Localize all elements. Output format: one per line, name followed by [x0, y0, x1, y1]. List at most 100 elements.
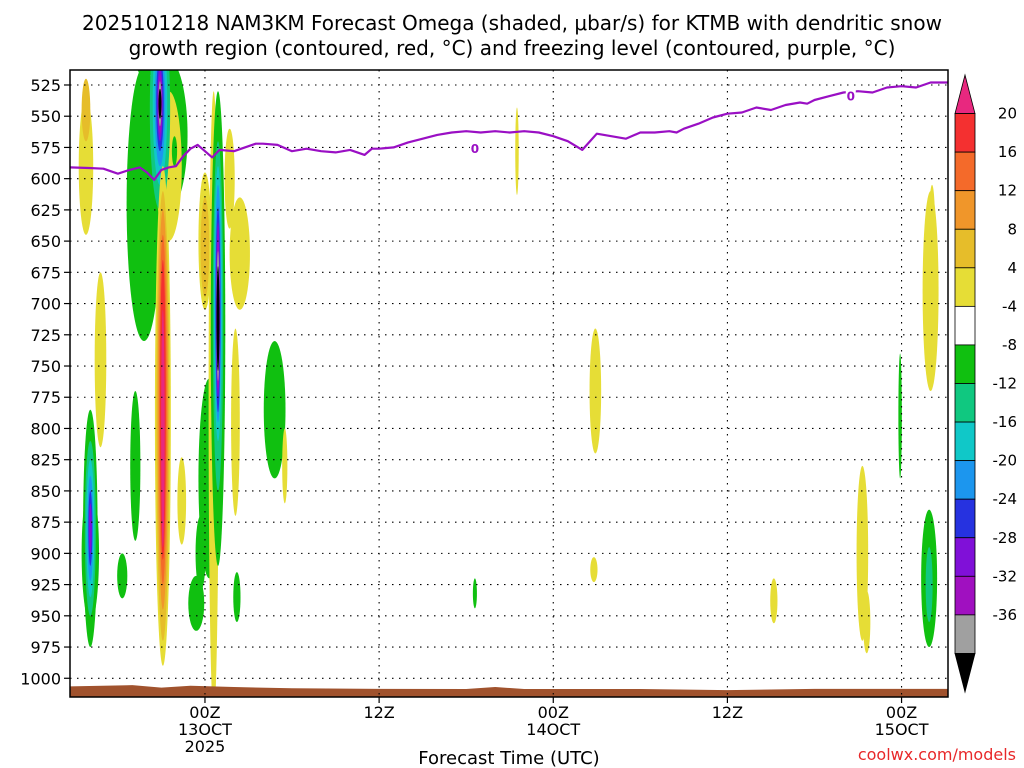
- y-axis: 525 550 575 600 625 650 675 700 725 750 775 800 825 8…: [20, 76, 70, 688]
- omega-region-48: [195, 515, 206, 591]
- y-tick-label-725: 725: [30, 326, 61, 345]
- y-tick-label-1000: 1000: [20, 669, 61, 688]
- omega-region-49: [224, 128, 235, 229]
- x-tick-label-6-3: 2025: [185, 737, 226, 756]
- omega-region-50: [233, 572, 241, 623]
- omega-region-34: [229, 197, 250, 310]
- chart-title-line2: growth region (contoured, red, °C) and f…: [129, 36, 896, 60]
- x-axis-label: Forecast Time (UTC): [418, 748, 599, 768]
- x-tick-label-42-1: 12Z: [712, 703, 743, 722]
- chart-title-line1: 2025101218 NAM3KM Forecast Omega (shaded…: [82, 11, 942, 35]
- colorbar-swatch-5: [954, 267, 976, 307]
- omega-region-23: [130, 390, 141, 541]
- y-tick-label-625: 625: [30, 201, 61, 220]
- x-tick-label-30-2: 14OCT: [526, 720, 580, 739]
- colorbar-label-2: 12: [998, 182, 1017, 200]
- omega-region-1: [81, 78, 91, 142]
- y-tick-label-850: 850: [30, 482, 61, 501]
- y-tick-label-775: 775: [30, 388, 61, 407]
- omega-region-51: [231, 328, 240, 516]
- colorbar-label-1: 16: [998, 143, 1017, 161]
- y-tick-label-825: 825: [30, 451, 61, 470]
- colorbar-swatch-6: [954, 305, 976, 346]
- x-tick-label-54-1: 00Z: [886, 703, 917, 722]
- x-tick-label-18-1: 12Z: [363, 703, 394, 722]
- colorbar-label-5: -4: [1002, 297, 1017, 315]
- omega-region-57: [590, 557, 598, 583]
- colorbar-swatch-9: [954, 421, 976, 462]
- y-tick-label-925: 925: [30, 576, 61, 595]
- colorbar-swatch-13: [954, 575, 976, 616]
- colorbar-swatch-15: [954, 653, 976, 694]
- omega-region-64: [922, 191, 939, 391]
- colorbar-label-10: -24: [993, 490, 1018, 508]
- y-tick-label-675: 675: [30, 263, 61, 282]
- x-tick-label-6-2: 13OCT: [178, 720, 232, 739]
- y-tick-label-875: 875: [30, 513, 61, 532]
- omega-region-22: [158, 88, 162, 119]
- y-tick-label-650: 650: [30, 232, 61, 251]
- colorbar-label-12: -32: [993, 567, 1018, 585]
- terrain-surface: [70, 685, 948, 697]
- credit-link[interactable]: coolwx.com/models: [858, 745, 1016, 764]
- y-tick-label-525: 525: [30, 76, 61, 95]
- omega-region-55: [472, 578, 477, 609]
- freezing-level-line: [70, 81, 948, 181]
- omega-region-56: [589, 328, 602, 454]
- y-tick-label-575: 575: [30, 138, 61, 157]
- colorbar-swatch-8: [954, 383, 976, 423]
- y-tick-label-600: 600: [30, 170, 61, 189]
- omega-region-10: [117, 553, 128, 599]
- colorbar-swatch-3: [954, 190, 976, 230]
- omega-region-2: [94, 272, 107, 448]
- omega-region-33: [200, 197, 210, 298]
- omega-region-54: [515, 107, 519, 195]
- colorbar-label-4: 4: [1007, 259, 1017, 277]
- freezing-label-bg-1: [845, 89, 856, 103]
- colorbar-swatch-14: [954, 614, 976, 654]
- x-tick-label-54-2: 15OCT: [875, 720, 929, 739]
- y-tick-label-975: 975: [30, 638, 61, 657]
- freezing-label-bg-0: [469, 141, 480, 155]
- freezing-level-label-0: 0: [471, 142, 479, 156]
- omega-region-47: [216, 266, 220, 372]
- colorbar: 20 16 12 8 4 -4 -8 -12 -16 -20 -24 -28 -32 -36: [954, 73, 1018, 694]
- colorbar-swatch-10: [954, 460, 976, 500]
- y-tick-label-950: 950: [30, 607, 61, 626]
- omega-region-58: [770, 578, 778, 624]
- y-tick-label-800: 800: [30, 419, 61, 438]
- y-tick-label-750: 750: [30, 357, 61, 376]
- omega-region-61: [863, 590, 871, 654]
- omega-region-63: [925, 547, 933, 623]
- colorbar-label-6: -8: [1002, 336, 1017, 354]
- omega-region-13: [137, 70, 154, 79]
- colorbar-label-7: -12: [993, 375, 1018, 393]
- colorbar-swatch-7: [954, 344, 976, 384]
- y-tick-label-550: 550: [30, 107, 61, 126]
- y-tick-label-700: 700: [30, 295, 61, 314]
- y-tick-label-900: 900: [30, 544, 61, 563]
- x-tick-label-6-1: 00Z: [189, 703, 220, 722]
- colorbar-label-13: -36: [993, 606, 1018, 624]
- colorbar-label-9: -20: [993, 452, 1018, 470]
- colorbar-swatch-4: [954, 228, 976, 269]
- omega-region-59: [898, 353, 902, 479]
- freezing-level-contour: 00: [70, 81, 948, 181]
- colorbar-swatch-2: [954, 151, 976, 192]
- colorbar-swatch-11: [954, 498, 976, 539]
- colorbar-label-3: 8: [1007, 220, 1017, 238]
- omega-region-31: [171, 136, 178, 167]
- omega-region-0: [78, 97, 94, 235]
- omega-region-9: [88, 503, 92, 554]
- colorbar-swatch-12: [954, 537, 976, 577]
- colorbar-swatch-1: [954, 113, 976, 153]
- x-tick-label-30-1: 00Z: [538, 703, 569, 722]
- omega-region-29: [161, 309, 165, 548]
- omega-region-53: [282, 428, 288, 504]
- plot-frame: [69, 69, 949, 698]
- terrain-layer: [70, 685, 948, 697]
- freezing-level-label-1: 0: [847, 90, 855, 104]
- omega-region-65: [929, 184, 935, 260]
